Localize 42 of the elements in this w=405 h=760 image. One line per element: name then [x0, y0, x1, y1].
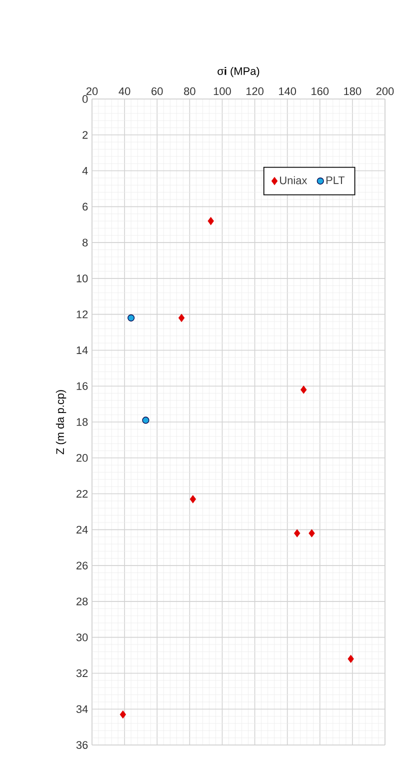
y-axis-title: Z (m da p.cp) [56, 390, 66, 454]
point [178, 314, 185, 322]
x-tick-label: 160 [312, 87, 329, 96]
point [120, 710, 126, 718]
y-tick-label: 10 [76, 274, 88, 282]
point [190, 495, 196, 504]
point [208, 217, 214, 225]
point [308, 529, 315, 538]
point [300, 386, 307, 394]
y-tick-label: 22 [76, 490, 88, 498]
y-tick-label: 26 [76, 562, 88, 570]
y-tick-label: 36 [76, 741, 88, 749]
y-tick-label: 18 [76, 418, 88, 426]
legend-label: Uniax [280, 176, 308, 184]
point [142, 416, 150, 424]
y-tick-label: 16 [76, 382, 88, 390]
y-tick-label: 2 [82, 131, 88, 139]
point [348, 654, 354, 663]
y-tick-label: 8 [82, 238, 88, 246]
x-tick-label: 200 [376, 87, 394, 96]
legend-label: PLT [326, 176, 345, 184]
y-tick-label: 28 [76, 598, 88, 606]
y-tick-label: 6 [82, 202, 88, 211]
point [128, 314, 135, 322]
x-tick-label: 140 [279, 87, 296, 96]
y-tick-label: 12 [76, 310, 88, 318]
x-axis-title: σi (MPa) [218, 66, 260, 78]
y-tick-label: 32 [76, 669, 88, 678]
point [294, 529, 300, 538]
x-tick-label: 100 [214, 87, 231, 96]
y-tick-label: 34 [76, 705, 88, 713]
x-tick-label: 180 [344, 87, 362, 96]
y-tick-label: 0 [82, 95, 88, 103]
y-tick-label: 4 [82, 167, 88, 175]
y-tick-label: 14 [76, 346, 88, 354]
y-tick-label: 30 [76, 633, 88, 642]
x-tick-label: 120 [246, 87, 264, 96]
y-tick-label: 20 [76, 454, 88, 462]
y-tick-label: 24 [76, 526, 88, 534]
x-tick-label: 80 [184, 87, 196, 96]
x-tick-label: 60 [152, 87, 163, 96]
x-tick-label: 40 [118, 87, 130, 96]
